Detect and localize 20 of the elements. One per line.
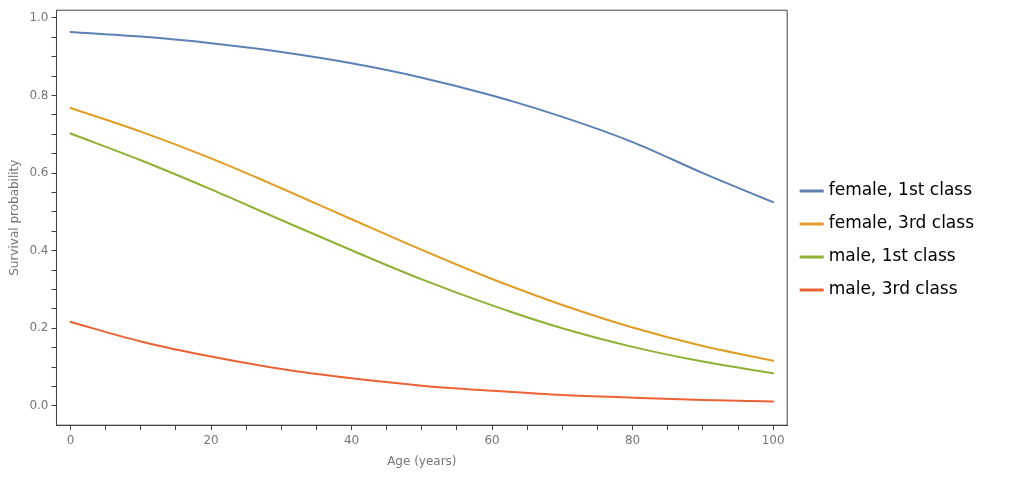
x-tick-label: 100 [761,432,785,447]
y-tick-label: 0.6 [29,165,49,180]
y-tick-label: 0.2 [29,320,49,335]
x-axis-title: Age (years) [387,453,457,468]
x-tick-label: 60 [484,432,500,447]
legend-label: female, 1st class [828,179,973,200]
legend-label: female, 3rd class [828,212,975,233]
x-tick-label: 0 [66,432,75,447]
x-tick-label: 20 [203,432,219,447]
y-tick-label: 0.0 [29,397,49,412]
legend-label: male, 1st class [828,245,956,266]
line-series [69,30,775,204]
legend-label: male, 3rd class [828,278,958,299]
y-tick-label: 1.0 [29,10,49,25]
line-series [69,321,775,403]
y-axis-title: Survival probability [7,159,22,276]
x-tick-label: 80 [624,432,641,447]
x-tick-label: 40 [343,432,360,447]
y-tick-label: 0.8 [29,87,49,102]
y-tick-label: 0.4 [29,242,49,257]
